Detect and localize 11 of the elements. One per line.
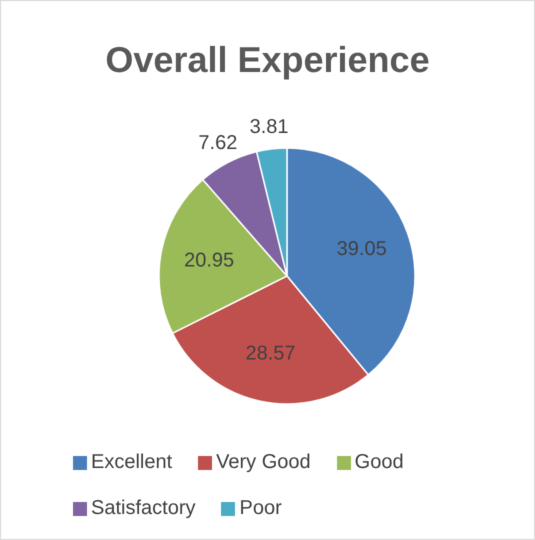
data-label: 20.95 (184, 250, 234, 272)
data-label: 39.05 (336, 238, 387, 260)
legend-label: Excellent (91, 451, 172, 473)
data-label: 3.81 (250, 116, 289, 138)
legend-label: Good (354, 451, 404, 473)
legend-label: Satisfactory (91, 497, 196, 519)
chart-title: Overall Experience (104, 39, 431, 81)
legend-label: Poor (239, 497, 282, 519)
legend-label: Very Good (216, 451, 311, 473)
data-label: 28.57 (245, 342, 296, 365)
data-label: 7.62 (198, 132, 238, 154)
